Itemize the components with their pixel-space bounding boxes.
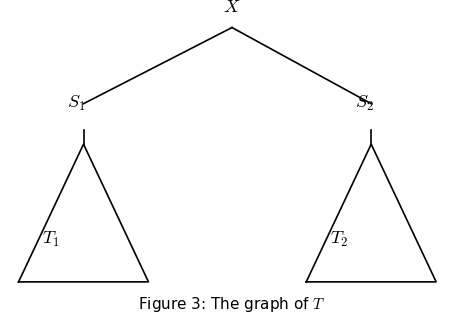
Text: $S_1$: $S_1$ [67,94,86,113]
Text: $T_1$: $T_1$ [42,230,60,249]
Text: $T_2$: $T_2$ [329,230,347,249]
Text: Figure 3: The graph of $T$: Figure 3: The graph of $T$ [138,295,325,314]
Text: $S_2$: $S_2$ [354,94,373,113]
Text: $X$: $X$ [223,0,240,16]
